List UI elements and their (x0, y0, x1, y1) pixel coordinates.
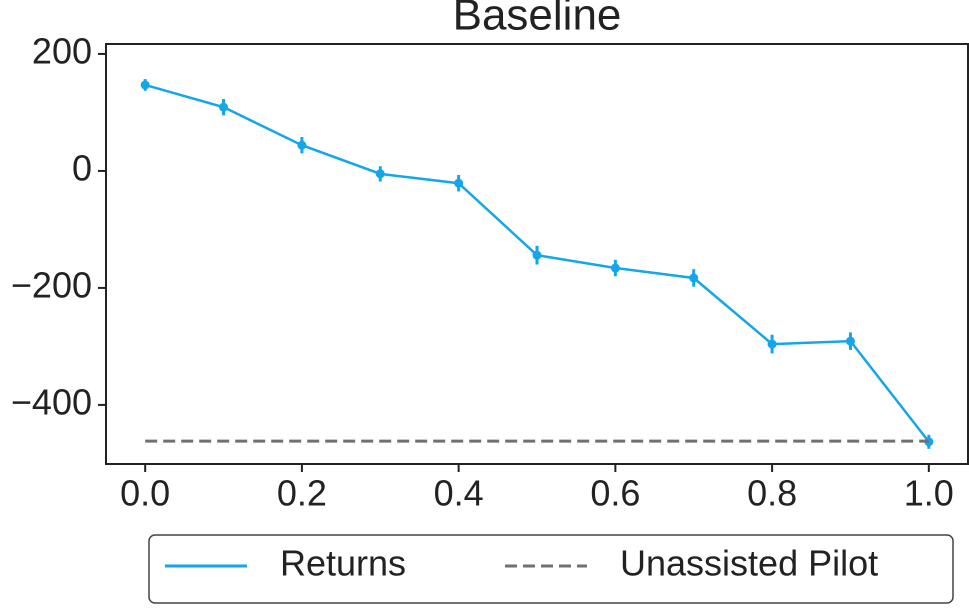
legend-label: Unassisted Pilot (620, 543, 878, 584)
point (219, 102, 229, 112)
legend-label: Returns (280, 543, 406, 584)
x-tick-label: 0.0 (120, 473, 170, 514)
point (140, 80, 150, 90)
y-tick-label: −400 (11, 381, 92, 422)
y-tick-label: 200 (32, 30, 92, 71)
point (375, 169, 385, 179)
x-tick-label: 0.2 (277, 473, 327, 514)
x-tick-label: 0.4 (434, 473, 484, 514)
point (767, 339, 777, 349)
plot-frame (105, 43, 969, 465)
legend-box (148, 534, 954, 604)
x-tick-label: 1.0 (904, 473, 954, 514)
x-tick-label: 0.6 (590, 473, 640, 514)
x-tick-label: 0.8 (747, 473, 797, 514)
point (689, 273, 699, 283)
point (845, 336, 855, 346)
chart-title: Baseline (453, 0, 622, 40)
point (297, 140, 307, 150)
y-tick-label: 0 (72, 147, 92, 188)
point (532, 250, 542, 260)
point (454, 178, 464, 188)
point (610, 263, 620, 273)
y-tick-label: −200 (11, 264, 92, 305)
